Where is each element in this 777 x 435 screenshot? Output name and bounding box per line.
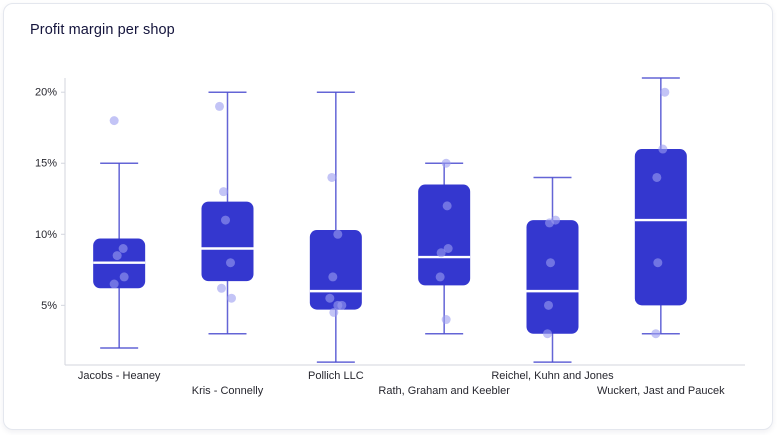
data-point [545, 218, 554, 228]
x-category-label: Pollich LLC [308, 370, 364, 382]
data-point [227, 293, 236, 303]
y-tick-label: 10% [35, 229, 57, 241]
x-category-label: Kris - Connelly [192, 385, 264, 397]
box-group [201, 91, 254, 335]
data-point [329, 307, 339, 317]
data-point [658, 144, 668, 154]
x-category-label: Rath, Graham and Keebler [378, 385, 510, 397]
data-point [441, 315, 451, 325]
box-group [309, 91, 362, 363]
box-group [634, 77, 687, 339]
box-group [526, 176, 579, 363]
data-point [653, 258, 663, 268]
data-point [441, 158, 451, 168]
data-point [543, 329, 552, 339]
data-point [119, 272, 129, 282]
data-point [443, 243, 453, 253]
data-point [660, 87, 670, 97]
y-tick-label: 15% [35, 158, 57, 170]
iqr-box [418, 184, 471, 286]
data-point [436, 248, 446, 258]
data-point [544, 300, 553, 310]
data-point [109, 279, 119, 289]
data-point [226, 258, 235, 268]
data-point [435, 272, 445, 282]
data-point [109, 116, 119, 126]
chart-title: Profit margin per shop [30, 22, 175, 38]
data-point [219, 187, 228, 197]
data-point [118, 243, 128, 253]
iqr-box [634, 149, 687, 306]
x-category-label: Reichel, Kuhn and Jones [491, 370, 614, 382]
data-point [112, 251, 122, 261]
data-point [333, 229, 343, 239]
x-category-label: Jacobs - Heaney [78, 370, 161, 382]
iqr-box [201, 201, 254, 282]
data-point [327, 172, 337, 182]
data-point [546, 258, 555, 268]
data-point [217, 283, 226, 293]
data-point [221, 215, 230, 225]
data-point [652, 172, 662, 182]
data-point [651, 329, 661, 339]
data-point [215, 101, 224, 111]
data-point [442, 201, 452, 211]
y-tick-label: 20% [35, 87, 57, 99]
y-tick-label: 5% [41, 300, 57, 312]
x-category-label: Wuckert, Jast and Paucek [597, 385, 725, 397]
iqr-box [309, 230, 362, 310]
data-point [328, 272, 338, 282]
data-point [337, 300, 347, 310]
data-point [325, 293, 335, 303]
iqr-box [526, 220, 579, 334]
box-group [418, 158, 471, 335]
box-group [93, 116, 146, 349]
